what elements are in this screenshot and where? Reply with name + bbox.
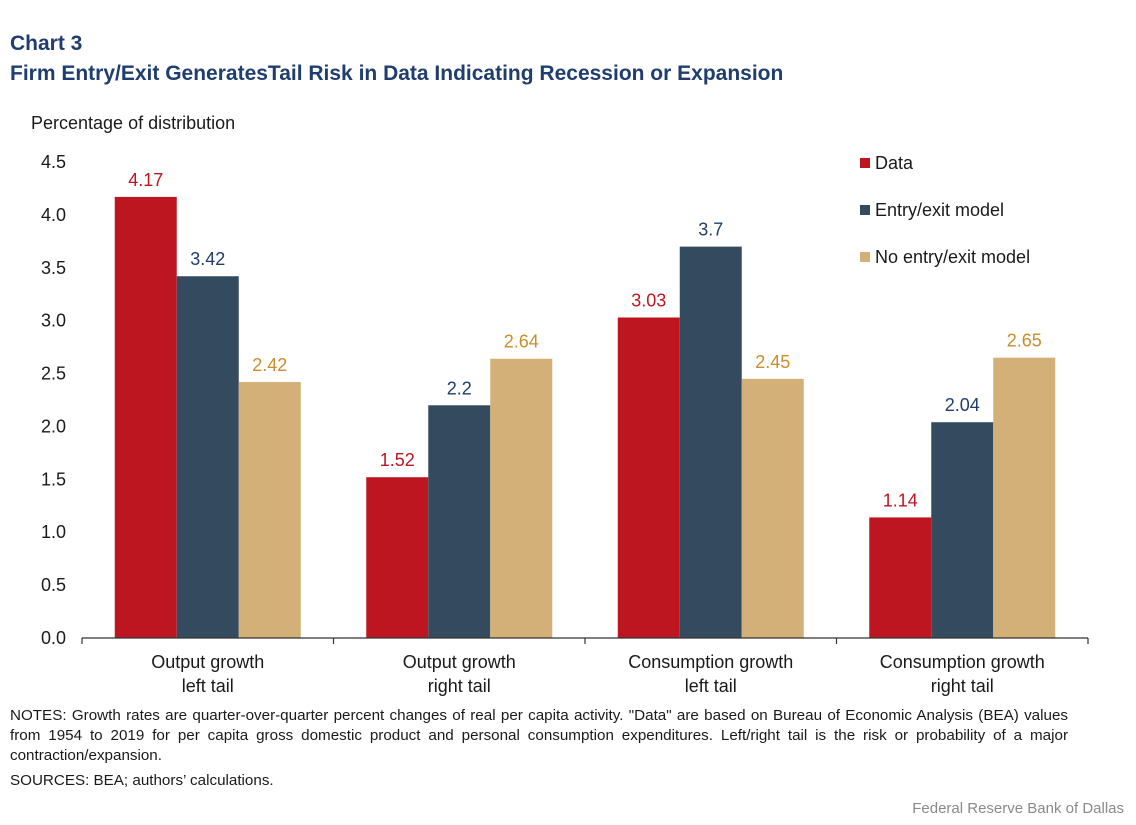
bar-value-label: 2.42 [252, 355, 287, 375]
bar [428, 405, 491, 638]
chart-notes: NOTES: Growth rates are quarter-over-qua… [10, 707, 1068, 764]
bar [366, 477, 429, 638]
bar-value-label: 3.03 [631, 290, 666, 310]
bar [931, 422, 994, 638]
y-tick-label: 4.5 [41, 152, 66, 172]
chart-title: Firm Entry/Exit GeneratesTail Risk in Da… [10, 62, 784, 85]
legend-swatch [860, 252, 870, 262]
bar [869, 517, 932, 638]
y-axis: 0.0 0.5 1.0 1.5 2.0 2.5 3.0 3.5 4.0 4.5 [41, 152, 66, 648]
bar-value-label: 2.64 [504, 332, 539, 352]
bar-value-label: 2.65 [1007, 331, 1042, 351]
x-category-label: right tail [931, 676, 994, 696]
chart-sources: SOURCES: BEA; authors’ calculations. [10, 772, 274, 789]
bar-value-label: 3.7 [698, 220, 723, 240]
x-category-label: left tail [182, 676, 234, 696]
bar-value-label: 2.04 [945, 395, 980, 415]
bar [617, 317, 680, 638]
bar-value-label: 2.2 [447, 378, 472, 398]
data-labels: 4.17 3.42 2.42 1.52 2.2 2.64 3.03 3.7 2.45 1.14 2.… [128, 170, 1042, 511]
bar-chart: 0.0 0.5 1.0 1.5 2.0 2.5 3.0 3.5 4.0 4.5 4.17 3.42 2… [41, 152, 1089, 696]
x-category-label: Output growth [403, 652, 516, 672]
bar-value-label: 3.42 [190, 249, 225, 269]
x-axis: Output growth left tail Output growth right… [81, 637, 1089, 696]
legend: Data Entry/exit model No entry/exit model [860, 153, 1030, 267]
bar-value-label: 4.17 [128, 170, 163, 190]
legend-label: Data [875, 153, 914, 173]
bar-series [114, 196, 1056, 638]
x-category-label: left tail [685, 676, 737, 696]
source-credit: Federal Reserve Bank of Dallas [912, 800, 1124, 817]
y-tick-label: 2.0 [41, 416, 66, 436]
bar [114, 196, 177, 638]
bar [490, 358, 553, 638]
y-tick-label: 0.5 [41, 575, 66, 595]
y-tick-label: 1.5 [41, 469, 66, 489]
x-category-label: Output growth [151, 652, 264, 672]
bar [679, 246, 742, 638]
legend-swatch [860, 205, 870, 215]
bar [993, 357, 1056, 638]
bar [741, 378, 804, 638]
y-tick-label: 2.5 [41, 364, 66, 384]
y-tick-label: 3.5 [41, 258, 66, 278]
y-tick-label: 1.0 [41, 522, 66, 542]
bar-value-label: 1.14 [883, 490, 918, 510]
bar-value-label: 2.45 [755, 352, 790, 372]
legend-swatch [860, 158, 870, 168]
x-category-label: right tail [428, 676, 491, 696]
legend-label: Entry/exit model [875, 200, 1004, 220]
chart-number: Chart 3 [10, 32, 83, 55]
bar [238, 382, 301, 638]
y-tick-label: 3.0 [41, 311, 66, 331]
y-tick-label: 4.0 [41, 205, 66, 225]
y-axis-label: Percentage of distribution [31, 113, 236, 133]
bar-value-label: 1.52 [380, 450, 415, 470]
x-category-label: Consumption growth [880, 652, 1045, 672]
y-tick-label: 0.0 [41, 628, 66, 648]
bar [176, 276, 239, 638]
x-category-label: Consumption growth [628, 652, 793, 672]
legend-label: No entry/exit model [875, 247, 1030, 267]
